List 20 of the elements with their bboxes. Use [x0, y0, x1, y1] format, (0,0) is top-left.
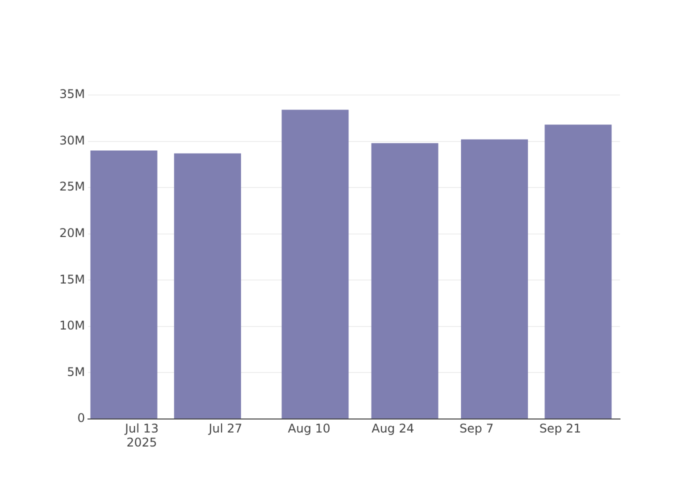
x-tick-label: Sep 21: [539, 421, 582, 436]
y-tick-label: 0: [77, 411, 85, 426]
bar: [461, 139, 528, 418]
x-tick-label: Jul 27: [208, 421, 242, 436]
y-tick-label: 10M: [59, 318, 85, 333]
x-tick-label: Sep 7: [460, 421, 494, 436]
bar: [371, 143, 438, 418]
y-tick-label: 20M: [59, 226, 85, 240]
y-tick-label: 30M: [59, 133, 85, 148]
y-tick-label: 5M: [67, 364, 85, 379]
bar: [174, 153, 242, 418]
x-tick-label: Aug 24: [372, 421, 414, 436]
x-tick-label: Jul 13 2025: [124, 421, 159, 450]
bar: [90, 150, 158, 418]
bar: [544, 124, 612, 418]
bar: [282, 110, 349, 418]
x-tick-label: Aug 10: [288, 421, 330, 436]
y-tick-label: 35M: [59, 87, 85, 102]
y-tick-label: 15M: [59, 272, 85, 286]
y-tick-label: 25M: [59, 180, 85, 194]
